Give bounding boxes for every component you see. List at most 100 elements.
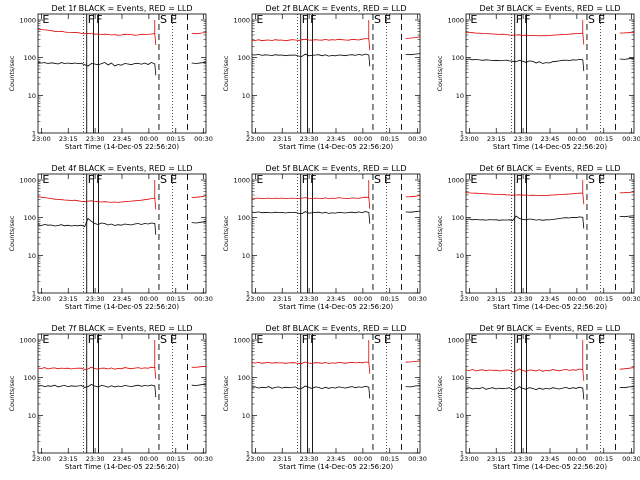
x-tick-label: 23:30: [514, 455, 533, 463]
series-events-line: [465, 215, 585, 229]
panel-title: Det 6f BLACK = Events, RED = LLD: [479, 164, 620, 173]
y-tick-label: 10: [242, 412, 250, 420]
x-tick-label: 23:30: [300, 135, 319, 143]
flag-s: S: [160, 173, 167, 186]
y-tick-label: 10: [242, 92, 250, 100]
x-tick-label: 23:00: [32, 295, 51, 303]
series-events-line: [37, 217, 157, 235]
x-axis-label: Start Time (14-Dec-05 22:56:20): [279, 303, 393, 311]
y-tick-label: 10: [28, 92, 36, 100]
x-tick-label: 00:00: [140, 295, 159, 303]
x-tick-label: 00:30: [408, 455, 427, 463]
panel-det-4: Det 4f BLACK = Events, RED = LLD 1 10 100 10…: [8, 164, 213, 311]
flag-f: F: [516, 333, 522, 346]
flag-f: F: [96, 13, 102, 26]
plot-frame: [465, 13, 635, 134]
y-axis-label: Counts/sec: [8, 55, 16, 91]
series-events-line-post: [619, 386, 635, 389]
x-tick-label: 00:15: [594, 455, 613, 463]
y-tick-label: 10: [28, 412, 36, 420]
flag-e: E: [470, 13, 477, 26]
series-lld-line-post: [619, 367, 635, 370]
panel-det-8: Det 8f BLACK = Events, RED = LLD 1 10 100 10…: [222, 324, 427, 471]
flag-f: F: [516, 13, 522, 26]
flag-e: E: [170, 333, 177, 346]
y-tick-label: 1000: [19, 17, 36, 25]
y-tick-label: 1000: [19, 337, 36, 345]
x-tick-label: 00:00: [354, 455, 373, 463]
panel-title: Det 9f BLACK = Events, RED = LLD: [479, 324, 620, 333]
flag-e: E: [598, 333, 605, 346]
flag-f: F: [524, 173, 530, 186]
flag-e: E: [470, 333, 477, 346]
x-tick-label: 23:15: [59, 455, 78, 463]
x-axis-label: Start Time (14-Dec-05 22:56:20): [65, 463, 179, 471]
y-tick-label: 1: [246, 130, 250, 138]
x-tick-label: 23:45: [113, 135, 132, 143]
series-lld-line-post: [619, 32, 635, 34]
y-tick-label: 100: [24, 374, 36, 382]
x-tick-label: 23:30: [514, 295, 533, 303]
series-lld-line-post: [405, 36, 421, 39]
x-tick-label: 00:00: [140, 455, 159, 463]
y-tick-label: 1: [460, 290, 464, 298]
series-events-line: [251, 385, 371, 399]
x-tick-label: 00:30: [408, 135, 427, 143]
y-axis-label: Counts/sec: [8, 375, 16, 411]
flag-s: S: [160, 13, 167, 26]
x-tick-label: 00:00: [140, 135, 159, 143]
panel-title: Det 7f BLACK = Events, RED = LLD: [51, 324, 192, 333]
series-events-line-post: [191, 384, 207, 386]
series-lld-line: [37, 366, 157, 379]
flag-s: S: [374, 13, 381, 26]
x-tick-label: 00:15: [594, 295, 613, 303]
x-axis-label: Start Time (14-Dec-05 22:56:20): [279, 463, 393, 471]
flag-f: F: [524, 333, 530, 346]
x-tick-label: 23:45: [327, 455, 346, 463]
x-tick-label: 00:15: [380, 295, 399, 303]
series-events-line-post: [191, 221, 207, 224]
flag-f: F: [310, 13, 316, 26]
panel-det-9: Det 9f BLACK = Events, RED = LLD 1 10 100 10…: [436, 324, 640, 471]
series-events-line-post: [405, 210, 421, 213]
y-tick-label: 100: [24, 214, 36, 222]
x-tick-label: 23:30: [86, 455, 105, 463]
x-tick-label: 23:15: [273, 455, 292, 463]
plot-frame: [251, 173, 421, 294]
x-tick-label: 23:45: [327, 135, 346, 143]
y-tick-label: 100: [452, 54, 464, 62]
x-tick-label: 23:45: [113, 295, 132, 303]
y-tick-label: 100: [452, 214, 464, 222]
x-axis-label: Start Time (14-Dec-05 22:56:20): [493, 463, 607, 471]
flag-e: E: [170, 13, 177, 26]
x-tick-label: 00:30: [408, 295, 427, 303]
flag-s: S: [160, 333, 167, 346]
series-lld-line-post: [191, 195, 207, 198]
flag-f: F: [310, 173, 316, 186]
series-lld-line-post: [405, 195, 421, 198]
x-tick-label: 23:00: [460, 455, 479, 463]
flag-e: E: [256, 13, 263, 26]
plot-frame: [37, 173, 207, 294]
x-tick-label: 23:00: [460, 295, 479, 303]
y-tick-label: 1000: [233, 337, 250, 345]
panel-title: Det 8f BLACK = Events, RED = LLD: [265, 324, 406, 333]
panel-det-5: Det 5f BLACK = Events, RED = LLD 1 10 100 10…: [222, 164, 427, 311]
plot-frame: [251, 333, 421, 454]
flag-e: E: [384, 173, 391, 186]
x-tick-label: 23:45: [541, 295, 560, 303]
flag-s: S: [374, 173, 381, 186]
y-tick-label: 10: [456, 412, 464, 420]
x-axis-label: Start Time (14-Dec-05 22:56:20): [493, 143, 607, 151]
series-lld-line: [465, 192, 585, 205]
x-tick-label: 00:30: [194, 295, 213, 303]
series-events-line-post: [191, 62, 207, 64]
x-tick-label: 00:00: [568, 295, 587, 303]
x-tick-label: 00:00: [354, 295, 373, 303]
x-tick-label: 23:15: [59, 295, 78, 303]
series-events-line: [251, 211, 371, 224]
series-lld-line: [465, 368, 585, 381]
panel-det-1: Det 1f BLACK = Events, RED = LLD 1 10 100 10…: [8, 4, 213, 151]
x-tick-label: 23:00: [246, 295, 265, 303]
x-axis-label: Start Time (14-Dec-05 22:56:20): [65, 143, 179, 151]
